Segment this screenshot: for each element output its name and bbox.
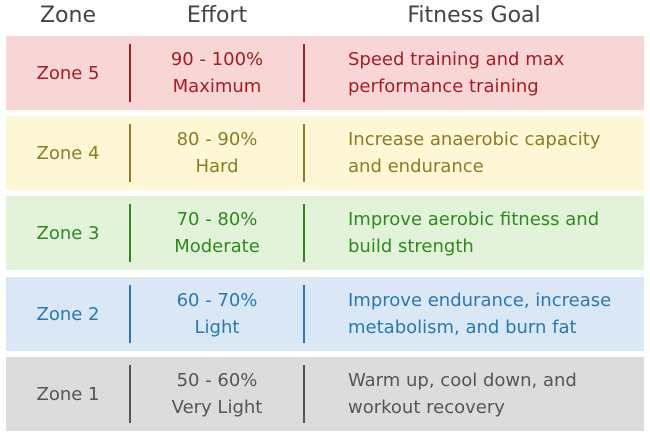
effort-cell: 60 - 70% Light (130, 277, 304, 351)
zone-cell: Zone 4 (6, 116, 130, 190)
goal-cell: Speed training and max performance traini… (348, 36, 638, 110)
goal-line-1: Warm up, cool down, and (348, 370, 577, 391)
effort-level: Light (194, 317, 240, 338)
goal-line-2: and endurance (348, 156, 484, 177)
column-divider (303, 204, 305, 262)
effort-percent: 90 - 100% (170, 49, 264, 70)
column-divider (129, 204, 131, 262)
zone-cell: Zone 2 (6, 277, 130, 351)
zone-row: Zone 1 50 - 60% Very Light Warm up, cool … (6, 357, 644, 431)
zone-label: Zone 3 (36, 222, 100, 244)
zone-row: Zone 3 70 - 80% Moderate Improve aerobic … (6, 196, 644, 270)
effort-percent: 70 - 80% (176, 209, 258, 230)
column-divider (129, 285, 131, 343)
zone-label: Zone 4 (36, 142, 100, 164)
effort-cell: 80 - 90% Hard (130, 116, 304, 190)
goal-line-1: Improve endurance, increase (348, 290, 612, 311)
zone-cell: Zone 5 (6, 36, 130, 110)
effort-cell: 50 - 60% Very Light (130, 357, 304, 431)
goal-line-2: metabolism, and burn fat (348, 317, 577, 338)
goal-line-2: build strength (348, 236, 474, 257)
goal-cell: Warm up, cool down, and workout recovery (348, 357, 638, 431)
zone-label: Zone 5 (36, 62, 100, 84)
goal-cell: Improve endurance, increase metabolism, a… (348, 277, 638, 351)
zone-row: Zone 2 60 - 70% Light Improve endurance, … (6, 277, 644, 351)
goal-line-1: Speed training and max (348, 49, 565, 70)
header-effort: Effort (186, 3, 248, 28)
effort-level: Very Light (171, 397, 263, 418)
effort-percent: 80 - 90% (176, 129, 258, 150)
effort-cell: 90 - 100% Maximum (130, 36, 304, 110)
goal-line-1: Increase anaerobic capacity (348, 129, 601, 150)
zone-cell: Zone 1 (6, 357, 130, 431)
column-divider (303, 44, 305, 102)
effort-level: Maximum (172, 76, 262, 97)
effort-cell: 70 - 80% Moderate (130, 196, 304, 270)
effort-percent: 60 - 70% (176, 290, 258, 311)
goal-cell: Improve aerobic fitness and build strengt… (348, 196, 638, 270)
column-divider (129, 124, 131, 182)
effort-level: Moderate (174, 236, 260, 257)
header-zone: Zone (39, 3, 96, 28)
goal-line-2: performance training (348, 76, 539, 97)
goal-line-1: Improve aerobic fitness and (348, 209, 600, 230)
column-divider (303, 365, 305, 423)
column-divider (303, 285, 305, 343)
goal-cell: Increase anaerobic capacity and endurance (348, 116, 638, 190)
header-fitness-goal: Fitness Goal (407, 3, 541, 28)
zone-row: Zone 4 80 - 90% Hard Increase anaerobic c… (6, 116, 644, 190)
zone-label: Zone 1 (36, 383, 100, 405)
zone-row: Zone 5 90 - 100% Maximum Speed training a… (6, 36, 644, 110)
effort-percent: 50 - 60% (176, 370, 258, 391)
zone-cell: Zone 3 (6, 196, 130, 270)
goal-line-2: workout recovery (348, 397, 505, 418)
column-divider (303, 124, 305, 182)
column-divider (129, 44, 131, 102)
effort-level: Hard (195, 156, 239, 177)
zone-label: Zone 2 (36, 303, 100, 325)
column-divider (129, 365, 131, 423)
